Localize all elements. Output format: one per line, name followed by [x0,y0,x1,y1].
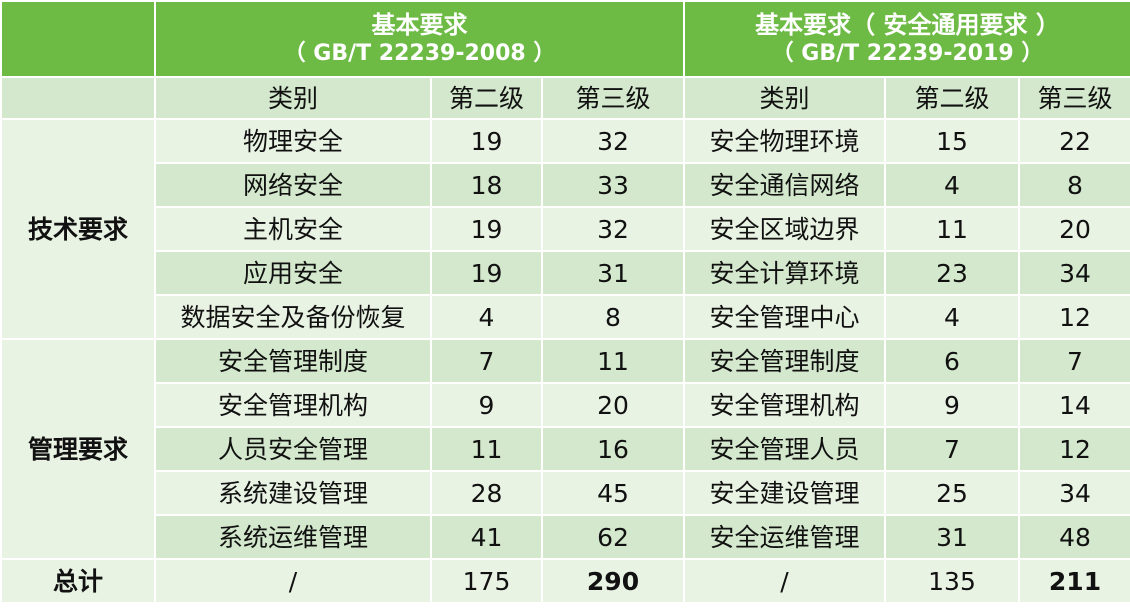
header-2019: 基本要求（ 安全通用要求 ） （ GB/T 22239-2019 ） [682,0,1130,78]
cell-new-level3: 48 [1017,514,1130,560]
cell-old-level2: 18 [430,162,543,208]
table-row: 人员安全管理 11 16 安全管理人员 7 12 [1,426,1130,472]
table-row: 系统运维管理 41 62 安全运维管理 31 48 [1,514,1130,560]
header-2019-title: 基本要求（ 安全通用要求 ） [755,11,1060,39]
cell-new-level2: 23 [884,250,1020,296]
cell-new-level2: 6 [884,338,1020,384]
header-2008-title: 基本要求 [371,11,468,39]
subheader-category-2008: 类别 [154,76,432,120]
cell-new-level2: 15 [884,118,1020,164]
table-row: 数据安全及备份恢复 4 8 安全管理中心 4 12 [1,294,1130,340]
cell-new-category: 安全运维管理 [683,514,886,560]
cell-new-level2: 4 [884,162,1020,208]
cell-new-category: 安全区域边界 [683,206,886,252]
cell-old-level2: 19 [430,118,543,164]
cell-new-level3: 7 [1017,338,1130,384]
table-row: 安全管理机构 9 20 安全管理机构 9 14 [1,382,1130,428]
cell-old-level2: 41 [430,514,543,560]
cell-new-level2: 31 [884,514,1020,560]
cell-new-level2: 11 [884,206,1020,252]
cell-new-category: 安全建设管理 [683,470,886,516]
table-row: 主机安全 19 32 安全区域边界 11 20 [1,206,1130,252]
cell-old-category: 人员安全管理 [154,426,432,472]
cell-new-level3: 20 [1017,206,1130,252]
table-row: 网络安全 18 33 安全通信网络 4 8 [1,162,1130,208]
total-old-level2: 175 [430,558,543,604]
total-new-level3: 211 [1017,558,1130,604]
cell-old-level3: 45 [541,470,685,516]
cell-new-category: 安全通信网络 [683,162,886,208]
cell-old-level2: 9 [430,382,543,428]
cell-new-category: 安全管理机构 [683,382,886,428]
cell-new-level2: 25 [884,470,1020,516]
cell-new-level3: 12 [1017,426,1130,472]
cell-old-level3: 62 [541,514,685,560]
cell-old-level2: 19 [430,250,543,296]
subheader-corner [0,76,156,120]
header-2019-standard: （ GB/T 22239-2019 ） [771,41,1044,66]
cell-old-level3: 8 [541,294,685,340]
cell-old-category: 安全管理机构 [154,382,432,428]
cell-new-level3: 12 [1017,294,1130,340]
cell-new-category: 安全管理制度 [683,338,886,384]
cell-new-level3: 8 [1017,162,1130,208]
subheader-level2-2019: 第二级 [884,76,1020,120]
cell-new-level2: 4 [884,294,1020,340]
header-corner [0,0,156,78]
total-new-category: / [683,558,886,604]
total-new-level2: 135 [884,558,1020,604]
cell-old-level2: 28 [430,470,543,516]
cell-new-level3: 22 [1017,118,1130,164]
cell-new-level3: 14 [1017,382,1130,428]
header-2008: 基本要求 （ GB/T 22239-2008 ） [154,0,685,78]
cell-new-level3: 34 [1017,470,1130,516]
cell-old-category: 网络安全 [154,162,432,208]
table-row: 系统建设管理 28 45 安全建设管理 25 34 [1,470,1130,516]
cell-old-category: 系统建设管理 [154,470,432,516]
cell-new-category: 安全管理中心 [683,294,886,340]
header-2008-standard: （ GB/T 22239-2008 ） [283,41,556,66]
subheader-level3-2008: 第三级 [541,76,685,120]
cell-old-category: 主机安全 [154,206,432,252]
cell-old-level3: 33 [541,162,685,208]
cell-old-category: 安全管理制度 [154,338,432,384]
cell-old-category: 应用安全 [154,250,432,296]
cell-old-level3: 20 [541,382,685,428]
table-row: 管理要求 安全管理制度 7 11 安全管理制度 6 7 [0,338,1130,560]
group-label-tech: 技术要求 [0,118,156,340]
cell-new-category: 安全管理人员 [683,426,886,472]
cell-old-category: 系统运维管理 [154,514,432,560]
cell-new-level3: 34 [1017,250,1130,296]
group-label-mgmt: 管理要求 [0,338,156,560]
total-old-category: / [154,558,432,604]
cell-old-level3: 16 [541,426,685,472]
cell-old-level3: 32 [541,206,685,252]
cell-old-category: 数据安全及备份恢复 [154,294,432,340]
cell-old-level2: 7 [430,338,543,384]
subheader-level3-2019: 第三级 [1017,76,1130,120]
cell-new-category: 安全物理环境 [683,118,886,164]
total-old-level3: 290 [541,558,685,604]
cell-new-category: 安全计算环境 [683,250,886,296]
cell-old-level3: 31 [541,250,685,296]
table-row: 技术要求 物理安全 19 32 安全物理环境 15 22 [0,118,1130,340]
cell-new-level2: 7 [884,426,1020,472]
cell-old-level2: 19 [430,206,543,252]
cell-new-level2: 9 [884,382,1020,428]
subheader-category-2019: 类别 [683,76,886,120]
cell-old-level2: 4 [430,294,543,340]
total-row: 总计 / 175 290 / 135 211 [0,558,1130,604]
table-row: 应用安全 19 31 安全计算环境 23 34 [1,250,1130,296]
total-label: 总计 [0,558,156,604]
cell-old-level3: 32 [541,118,685,164]
cell-old-level2: 11 [430,426,543,472]
cell-old-level3: 11 [541,338,685,384]
cell-old-category: 物理安全 [154,118,432,164]
subheader-level2-2008: 第二级 [430,76,543,120]
